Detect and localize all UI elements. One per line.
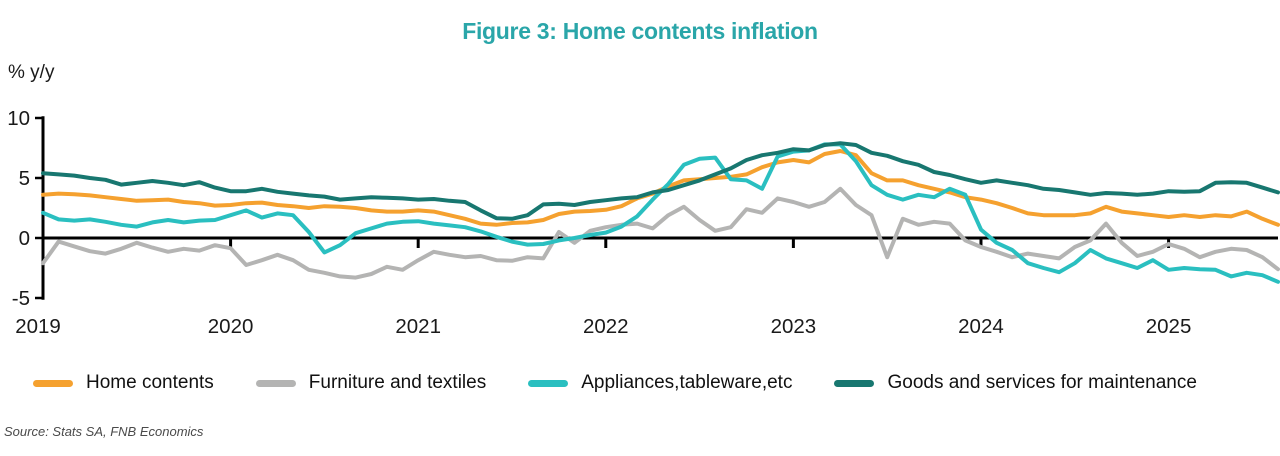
legend-item-home-contents: Home contents: [33, 372, 214, 394]
series-line-goods-services-maintenance: [41, 141, 1280, 221]
legend-label-furniture-and-textiles: Furniture and textiles: [308, 372, 487, 393]
legend-label-goods-services-maintenance: Goods and services for maintenance: [887, 372, 1197, 393]
legend-swatch-furniture-and-textiles: [255, 379, 296, 387]
legend-label-home-contents: Home contents: [86, 372, 214, 393]
y-axis-tick-label: 5: [19, 167, 30, 190]
x-axis-tick-label: 2020: [208, 315, 254, 338]
source-note: Source: Stats SA, FNB Economics: [4, 424, 204, 439]
legend-item-goods-services-maintenance: Goods and services for maintenance: [834, 372, 1197, 394]
y-axis-unit-label: % y/y: [8, 62, 55, 83]
x-axis-tick-label: 2023: [771, 315, 817, 338]
y-axis-tick-label: 0: [19, 227, 30, 250]
legend-label-appliances-tableware: Appliances,tableware,etc: [581, 372, 793, 393]
y-axis-tick-label: -5: [12, 287, 30, 310]
y-axis-tick-label: 10: [7, 107, 30, 130]
series-line-home-contents: [41, 149, 1280, 227]
chart-title: Figure 3: Home contents inflation: [462, 18, 818, 44]
x-axis-tick-label: 2024: [958, 315, 1004, 338]
chart-legend: Home contents Furniture and textiles Appli…: [33, 372, 1197, 394]
series-line-furniture-and-textiles: [41, 186, 1280, 280]
legend-swatch-goods-services-maintenance: [834, 379, 875, 387]
legend-swatch-home-contents: [33, 379, 73, 387]
legend-item-furniture-and-textiles: Furniture and textiles: [255, 372, 487, 394]
x-axis-tick-label: 2022: [583, 315, 629, 338]
x-axis-tick-label: 2025: [1146, 315, 1192, 338]
legend-item-appliances-tableware: Appliances,tableware,etc: [528, 372, 792, 394]
legend-swatch-appliances-tableware: [528, 379, 569, 387]
x-axis-tick-label: 2019: [15, 315, 61, 338]
x-axis-tick-label: 2021: [395, 315, 441, 338]
